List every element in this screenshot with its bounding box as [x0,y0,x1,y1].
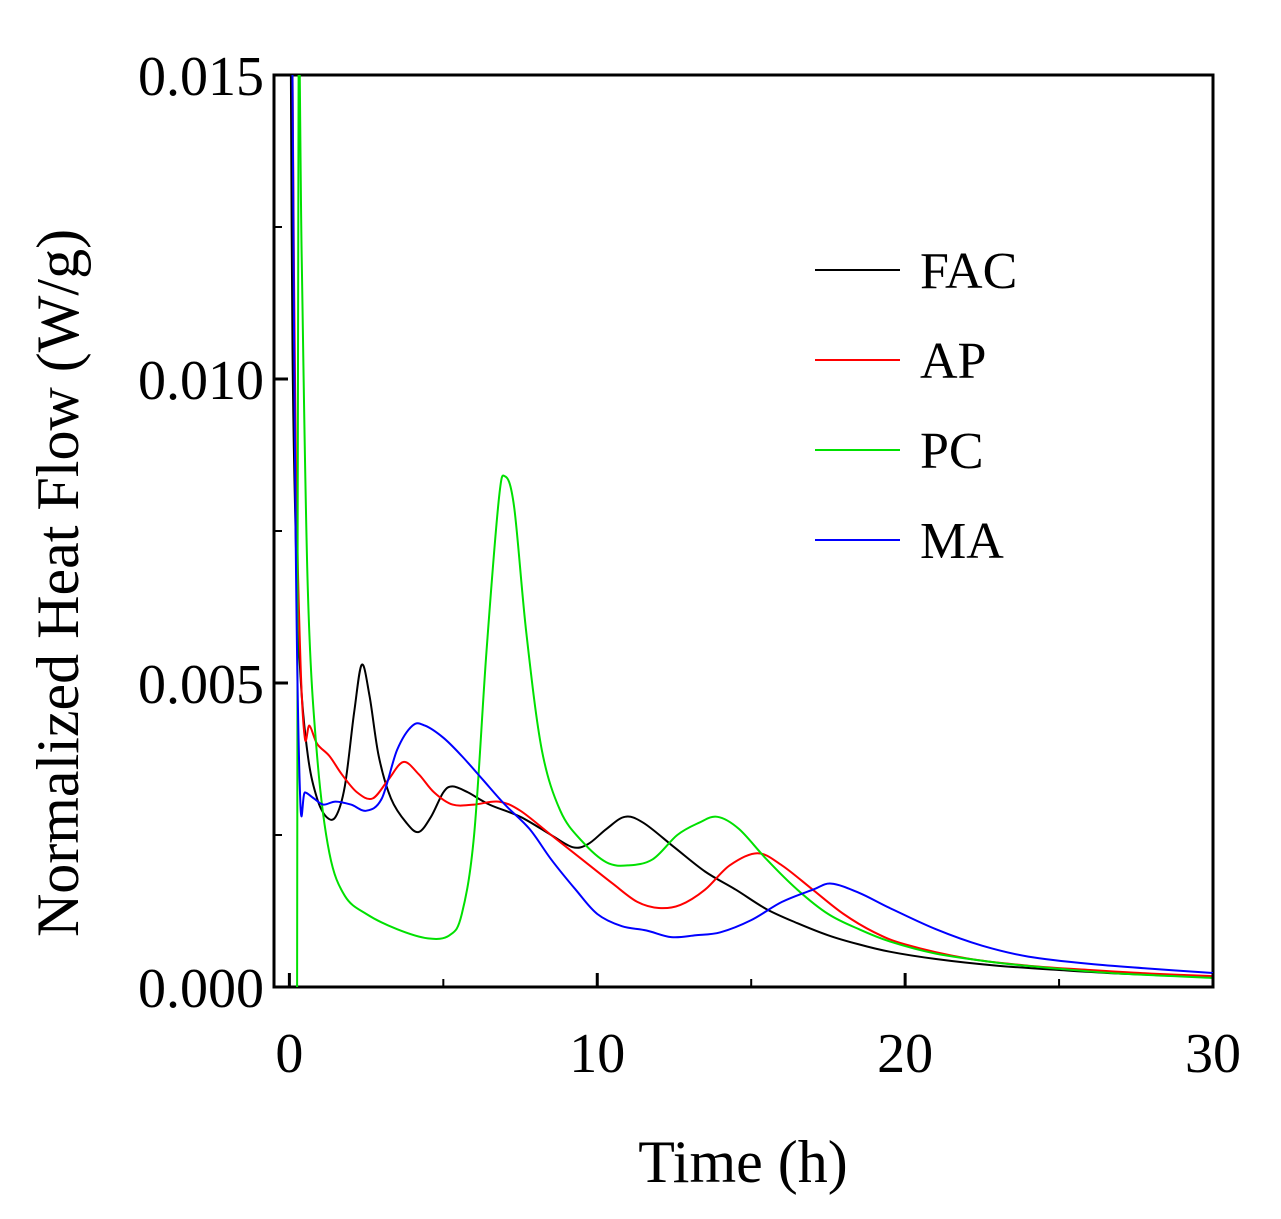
y-tick-label-3: 0.015 [138,46,264,108]
series-line-pc [296,75,1213,987]
x-tick-label-0: 0 [275,1023,303,1085]
x-tick-label-3: 30 [1185,1023,1241,1085]
x-axis-title: Time (h) [638,1129,847,1195]
legend-label-ma: MA [920,513,1004,570]
legend: FAC AP PC MA [815,243,1017,570]
series-line-ma [291,75,1213,974]
legend-label-pc: PC [920,423,984,480]
y-tick-label-2: 0.010 [138,350,264,412]
x-tick-label-1: 10 [569,1023,625,1085]
y-axis-title: Normalized Heat Flow (W/g) [25,229,91,937]
legend-label-ap: AP [920,333,986,390]
legend-label-fac: FAC [920,243,1017,300]
y-tick-label-0: 0.000 [138,958,264,1020]
y-tick-label-1: 0.005 [138,654,264,716]
x-tick-label-2: 20 [877,1023,933,1085]
plot-frame [272,73,1215,989]
series-line-fac [289,75,1213,979]
series-line-ap [291,75,1213,978]
